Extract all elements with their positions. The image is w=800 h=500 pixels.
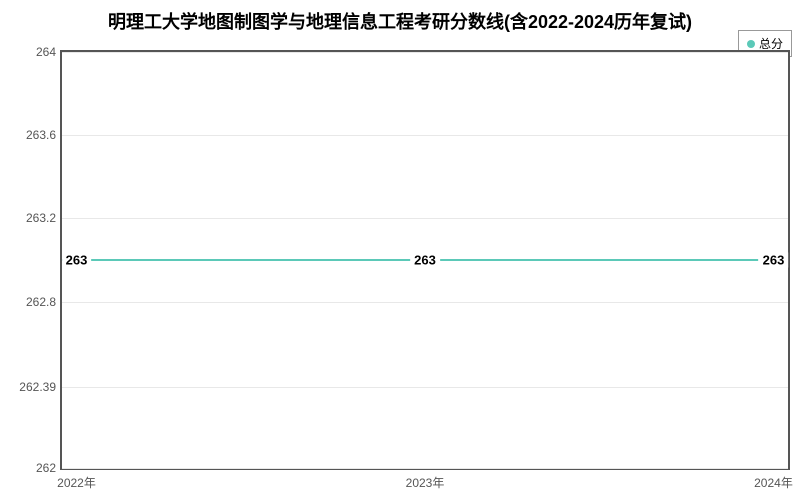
data-label: 263 — [410, 253, 440, 268]
y-tick-label: 262.8 — [26, 295, 62, 309]
x-tick-label: 2023年 — [406, 468, 445, 491]
data-label: 263 — [62, 253, 92, 268]
gridline-h — [62, 52, 788, 53]
gridline-h — [62, 218, 788, 219]
gridline-h — [62, 387, 788, 388]
data-label: 263 — [759, 253, 789, 268]
y-tick-label: 262.39 — [19, 380, 62, 394]
y-tick-label: 263.2 — [26, 211, 62, 225]
y-tick-label: 263.6 — [26, 128, 62, 142]
legend-marker — [747, 40, 755, 48]
gridline-h — [62, 302, 788, 303]
gridline-h — [62, 135, 788, 136]
x-tick-label: 2022年 — [57, 468, 96, 491]
chart-container: 明理工大学地图制图学与地理信息工程考研分数线(含2022-2024历年复试) 总… — [0, 0, 800, 500]
chart-title: 明理工大学地图制图学与地理信息工程考研分数线(含2022-2024历年复试) — [0, 8, 800, 34]
plot-area: 262262.39262.8263.2263.62642022年2023年202… — [60, 50, 790, 470]
y-tick-label: 264 — [36, 45, 62, 59]
x-tick-label: 2024年 — [754, 468, 793, 491]
